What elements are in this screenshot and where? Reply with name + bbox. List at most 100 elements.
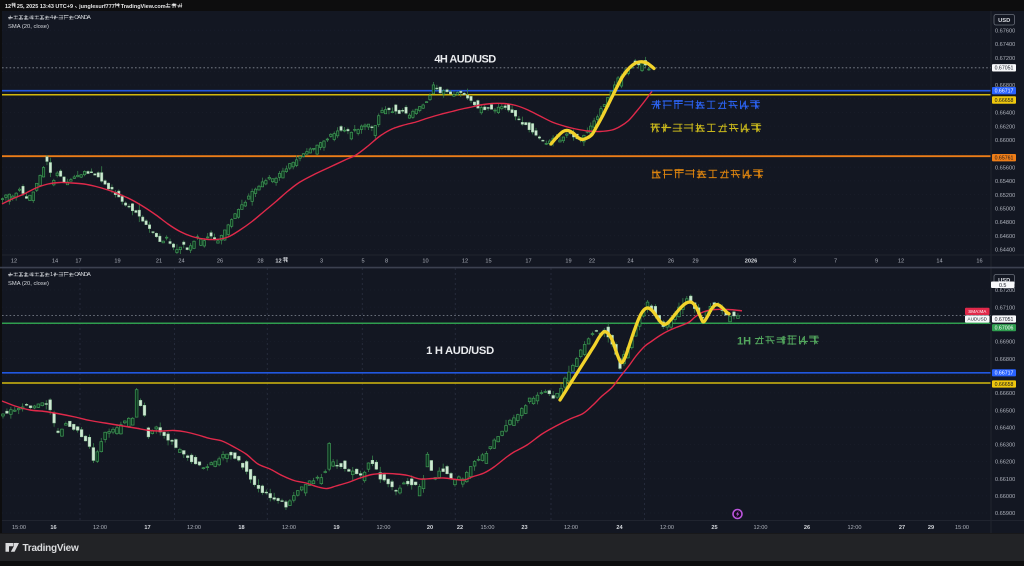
svg-text:29: 29 bbox=[928, 525, 934, 531]
svg-text:12: 12 bbox=[11, 259, 17, 265]
svg-text:17: 17 bbox=[525, 259, 531, 265]
svg-text:A: A bbox=[77, 15, 81, 21]
svg-text:0.5: 0.5 bbox=[999, 283, 1007, 289]
svg-text:0.65400: 0.65400 bbox=[995, 179, 1015, 185]
svg-text:0.67200: 0.67200 bbox=[995, 288, 1015, 294]
svg-text:0.66500: 0.66500 bbox=[995, 408, 1015, 414]
svg-text:23: 23 bbox=[521, 525, 527, 531]
svg-text:12:00: 12:00 bbox=[848, 525, 862, 531]
svg-text:0.66600: 0.66600 bbox=[995, 391, 1015, 397]
svg-text:A: A bbox=[87, 272, 91, 278]
svg-text:SMA (20, close): SMA (20, close) bbox=[8, 281, 49, 287]
svg-text:0.66717: 0.66717 bbox=[995, 89, 1014, 95]
svg-text:0.66900: 0.66900 bbox=[995, 340, 1015, 346]
svg-text:AUDUSD: AUDUSD bbox=[968, 317, 988, 322]
svg-text:0.66400: 0.66400 bbox=[995, 111, 1015, 117]
svg-text:7: 7 bbox=[834, 259, 837, 265]
svg-text:18: 18 bbox=[238, 525, 244, 531]
svg-text:SMA:MA: SMA:MA bbox=[968, 309, 987, 314]
svg-text:0.66658: 0.66658 bbox=[995, 98, 1014, 104]
svg-text:A: A bbox=[77, 272, 81, 278]
svg-text:0.66658: 0.66658 bbox=[995, 382, 1014, 388]
svg-text:14: 14 bbox=[936, 259, 942, 265]
svg-text:TradingView.com: TradingView.com bbox=[121, 4, 166, 10]
svg-text:O: O bbox=[74, 15, 79, 21]
svg-text:16: 16 bbox=[50, 525, 56, 531]
svg-text:28: 28 bbox=[257, 259, 263, 265]
svg-text:4: 4 bbox=[50, 15, 53, 21]
svg-text:19: 19 bbox=[333, 525, 339, 531]
svg-text:19: 19 bbox=[565, 259, 571, 265]
svg-text:0.66800: 0.66800 bbox=[995, 83, 1015, 89]
svg-text:0.65600: 0.65600 bbox=[995, 165, 1015, 171]
svg-text:24: 24 bbox=[178, 259, 184, 265]
svg-text:0.67051: 0.67051 bbox=[995, 317, 1014, 323]
svg-text:14: 14 bbox=[52, 259, 58, 265]
svg-text:0.65761: 0.65761 bbox=[995, 156, 1014, 162]
svg-text:25: 25 bbox=[711, 525, 717, 531]
svg-text:12:00: 12:00 bbox=[754, 525, 768, 531]
svg-text:16: 16 bbox=[976, 259, 982, 265]
svg-text:N: N bbox=[81, 272, 85, 278]
svg-text:12: 12 bbox=[5, 4, 11, 10]
svg-text:27: 27 bbox=[899, 525, 905, 531]
svg-text:8: 8 bbox=[385, 259, 388, 265]
svg-text:0.64400: 0.64400 bbox=[995, 248, 1015, 254]
svg-text:24: 24 bbox=[616, 525, 623, 531]
svg-text:3: 3 bbox=[793, 259, 796, 265]
svg-text:10: 10 bbox=[422, 259, 428, 265]
svg-text:15:00: 15:00 bbox=[481, 525, 495, 531]
svg-text:15:00: 15:00 bbox=[12, 525, 26, 531]
svg-text:24: 24 bbox=[627, 259, 633, 265]
svg-text:D: D bbox=[84, 272, 88, 278]
svg-text:0.67200: 0.67200 bbox=[995, 56, 1015, 62]
svg-text:4H AUD/USD: 4H AUD/USD bbox=[434, 54, 496, 66]
svg-text:12:00: 12:00 bbox=[564, 525, 578, 531]
svg-text:junglesurf777: junglesurf777 bbox=[78, 4, 115, 10]
svg-text:0.66000: 0.66000 bbox=[995, 138, 1015, 144]
svg-text:22: 22 bbox=[589, 259, 595, 265]
svg-text:20: 20 bbox=[427, 525, 433, 531]
svg-text:17: 17 bbox=[75, 259, 81, 265]
svg-text:26: 26 bbox=[804, 525, 810, 531]
svg-text:12:00: 12:00 bbox=[187, 525, 201, 531]
svg-text:0.64600: 0.64600 bbox=[995, 234, 1015, 240]
svg-text:26: 26 bbox=[217, 259, 223, 265]
svg-text:0.66717: 0.66717 bbox=[995, 371, 1014, 377]
svg-text:TradingView: TradingView bbox=[23, 543, 79, 554]
svg-text:0.66100: 0.66100 bbox=[995, 477, 1015, 483]
svg-text:N: N bbox=[81, 15, 85, 21]
svg-text:0.66300: 0.66300 bbox=[995, 443, 1015, 449]
svg-text:1H: 1H bbox=[737, 336, 751, 348]
svg-text:0.66800: 0.66800 bbox=[995, 357, 1015, 363]
svg-text:25, 2025 13:43 UTC+9: 25, 2025 13:43 UTC+9 bbox=[17, 4, 73, 10]
svg-text:17: 17 bbox=[144, 525, 150, 531]
svg-text:12: 12 bbox=[898, 259, 904, 265]
svg-text:0.67100: 0.67100 bbox=[995, 305, 1015, 311]
svg-text:0.66200: 0.66200 bbox=[995, 124, 1015, 130]
svg-text:USD: USD bbox=[998, 18, 1010, 24]
svg-text:15: 15 bbox=[485, 259, 491, 265]
svg-text:2026: 2026 bbox=[745, 259, 757, 265]
svg-text:1 H AUD/USD: 1 H AUD/USD bbox=[426, 345, 494, 357]
svg-text:0.66200: 0.66200 bbox=[995, 460, 1015, 466]
svg-text:0.64800: 0.64800 bbox=[995, 220, 1015, 226]
svg-text:12:00: 12:00 bbox=[93, 525, 107, 531]
svg-text:0.65000: 0.65000 bbox=[995, 207, 1015, 213]
svg-text:22: 22 bbox=[457, 525, 463, 531]
svg-text:26: 26 bbox=[668, 259, 674, 265]
svg-text:21: 21 bbox=[156, 259, 162, 265]
svg-text:5: 5 bbox=[361, 259, 364, 265]
svg-text:12: 12 bbox=[275, 259, 281, 265]
svg-text:12:00: 12:00 bbox=[282, 525, 296, 531]
svg-text:19: 19 bbox=[114, 259, 120, 265]
svg-text:12:00: 12:00 bbox=[660, 525, 674, 531]
svg-text:0.67051: 0.67051 bbox=[995, 66, 1014, 72]
svg-text:0.67400: 0.67400 bbox=[995, 42, 1015, 48]
svg-text:0.67600: 0.67600 bbox=[995, 28, 1015, 34]
svg-text:0.65200: 0.65200 bbox=[995, 193, 1015, 199]
svg-text:0.66000: 0.66000 bbox=[995, 494, 1015, 500]
svg-text:0.67006: 0.67006 bbox=[995, 326, 1014, 332]
svg-text:9: 9 bbox=[875, 259, 878, 265]
svg-text:3: 3 bbox=[320, 259, 323, 265]
